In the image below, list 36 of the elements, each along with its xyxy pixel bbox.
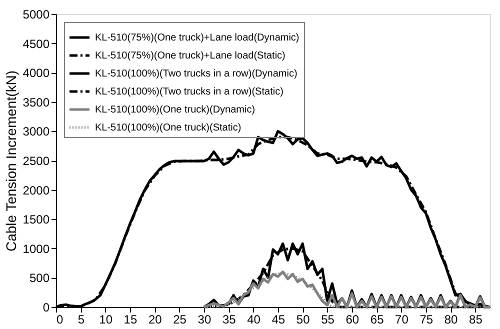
y-tick-label: 4500	[22, 36, 50, 51]
legend-label: KL-510(75%)(One truck)+Lane load(Static)	[95, 50, 286, 62]
y-axis-title: Cable Tension Increment(kN)	[2, 70, 19, 252]
legend-label: KL-510(100%)(One truck)(Dynamic)	[95, 104, 256, 116]
x-tick-label: 20	[148, 312, 162, 326]
x-tick-label: 45	[272, 312, 286, 326]
y-tick-label: 3500	[22, 95, 50, 110]
legend-label: KL-510(100%)(One truck)(Static)	[95, 122, 242, 134]
x-tick-label: 30	[198, 312, 212, 326]
x-tick-label: 85	[469, 312, 483, 326]
y-tick-label: 2000	[22, 183, 50, 198]
x-tick-label: 50	[296, 312, 310, 326]
y-tick-label: 3000	[22, 124, 50, 139]
x-tick-label: 5	[78, 312, 85, 326]
legend-label: KL-510(100%)(Two trucks in a row)(Dynamic)	[95, 68, 298, 80]
x-tick-label: 15	[124, 312, 138, 326]
y-tick-label: 4000	[22, 66, 50, 80]
x-tick-label: 25	[173, 312, 187, 326]
x-tick-label: 65	[370, 312, 384, 326]
legend-label: KL-510(100%)(Two trucks in a row)(Static)	[95, 86, 284, 98]
x-tick-label: 55	[321, 312, 335, 326]
x-tick-label: 0	[56, 312, 64, 326]
y-tick-label: 5000	[22, 8, 50, 22]
x-tick-label: 40	[247, 312, 261, 326]
x-tick-label: 70	[395, 312, 409, 326]
y-tick-label: 2500	[22, 154, 50, 168]
legend-label: KL-510(75%)(One truck)+Lane load(Dynamic)	[95, 32, 300, 44]
x-tick-label: 60	[346, 312, 360, 326]
y-tick-label: 500	[29, 271, 50, 286]
x-tick-label: 75	[420, 312, 434, 326]
x-tick-label: 35	[222, 312, 236, 326]
y-tick-label: 0	[42, 300, 50, 314]
x-tick-label: 80	[444, 312, 458, 326]
y-tick-label: 1500	[22, 212, 50, 227]
x-tick-label: 10	[99, 312, 113, 326]
y-tick-label: 1000	[22, 242, 50, 256]
